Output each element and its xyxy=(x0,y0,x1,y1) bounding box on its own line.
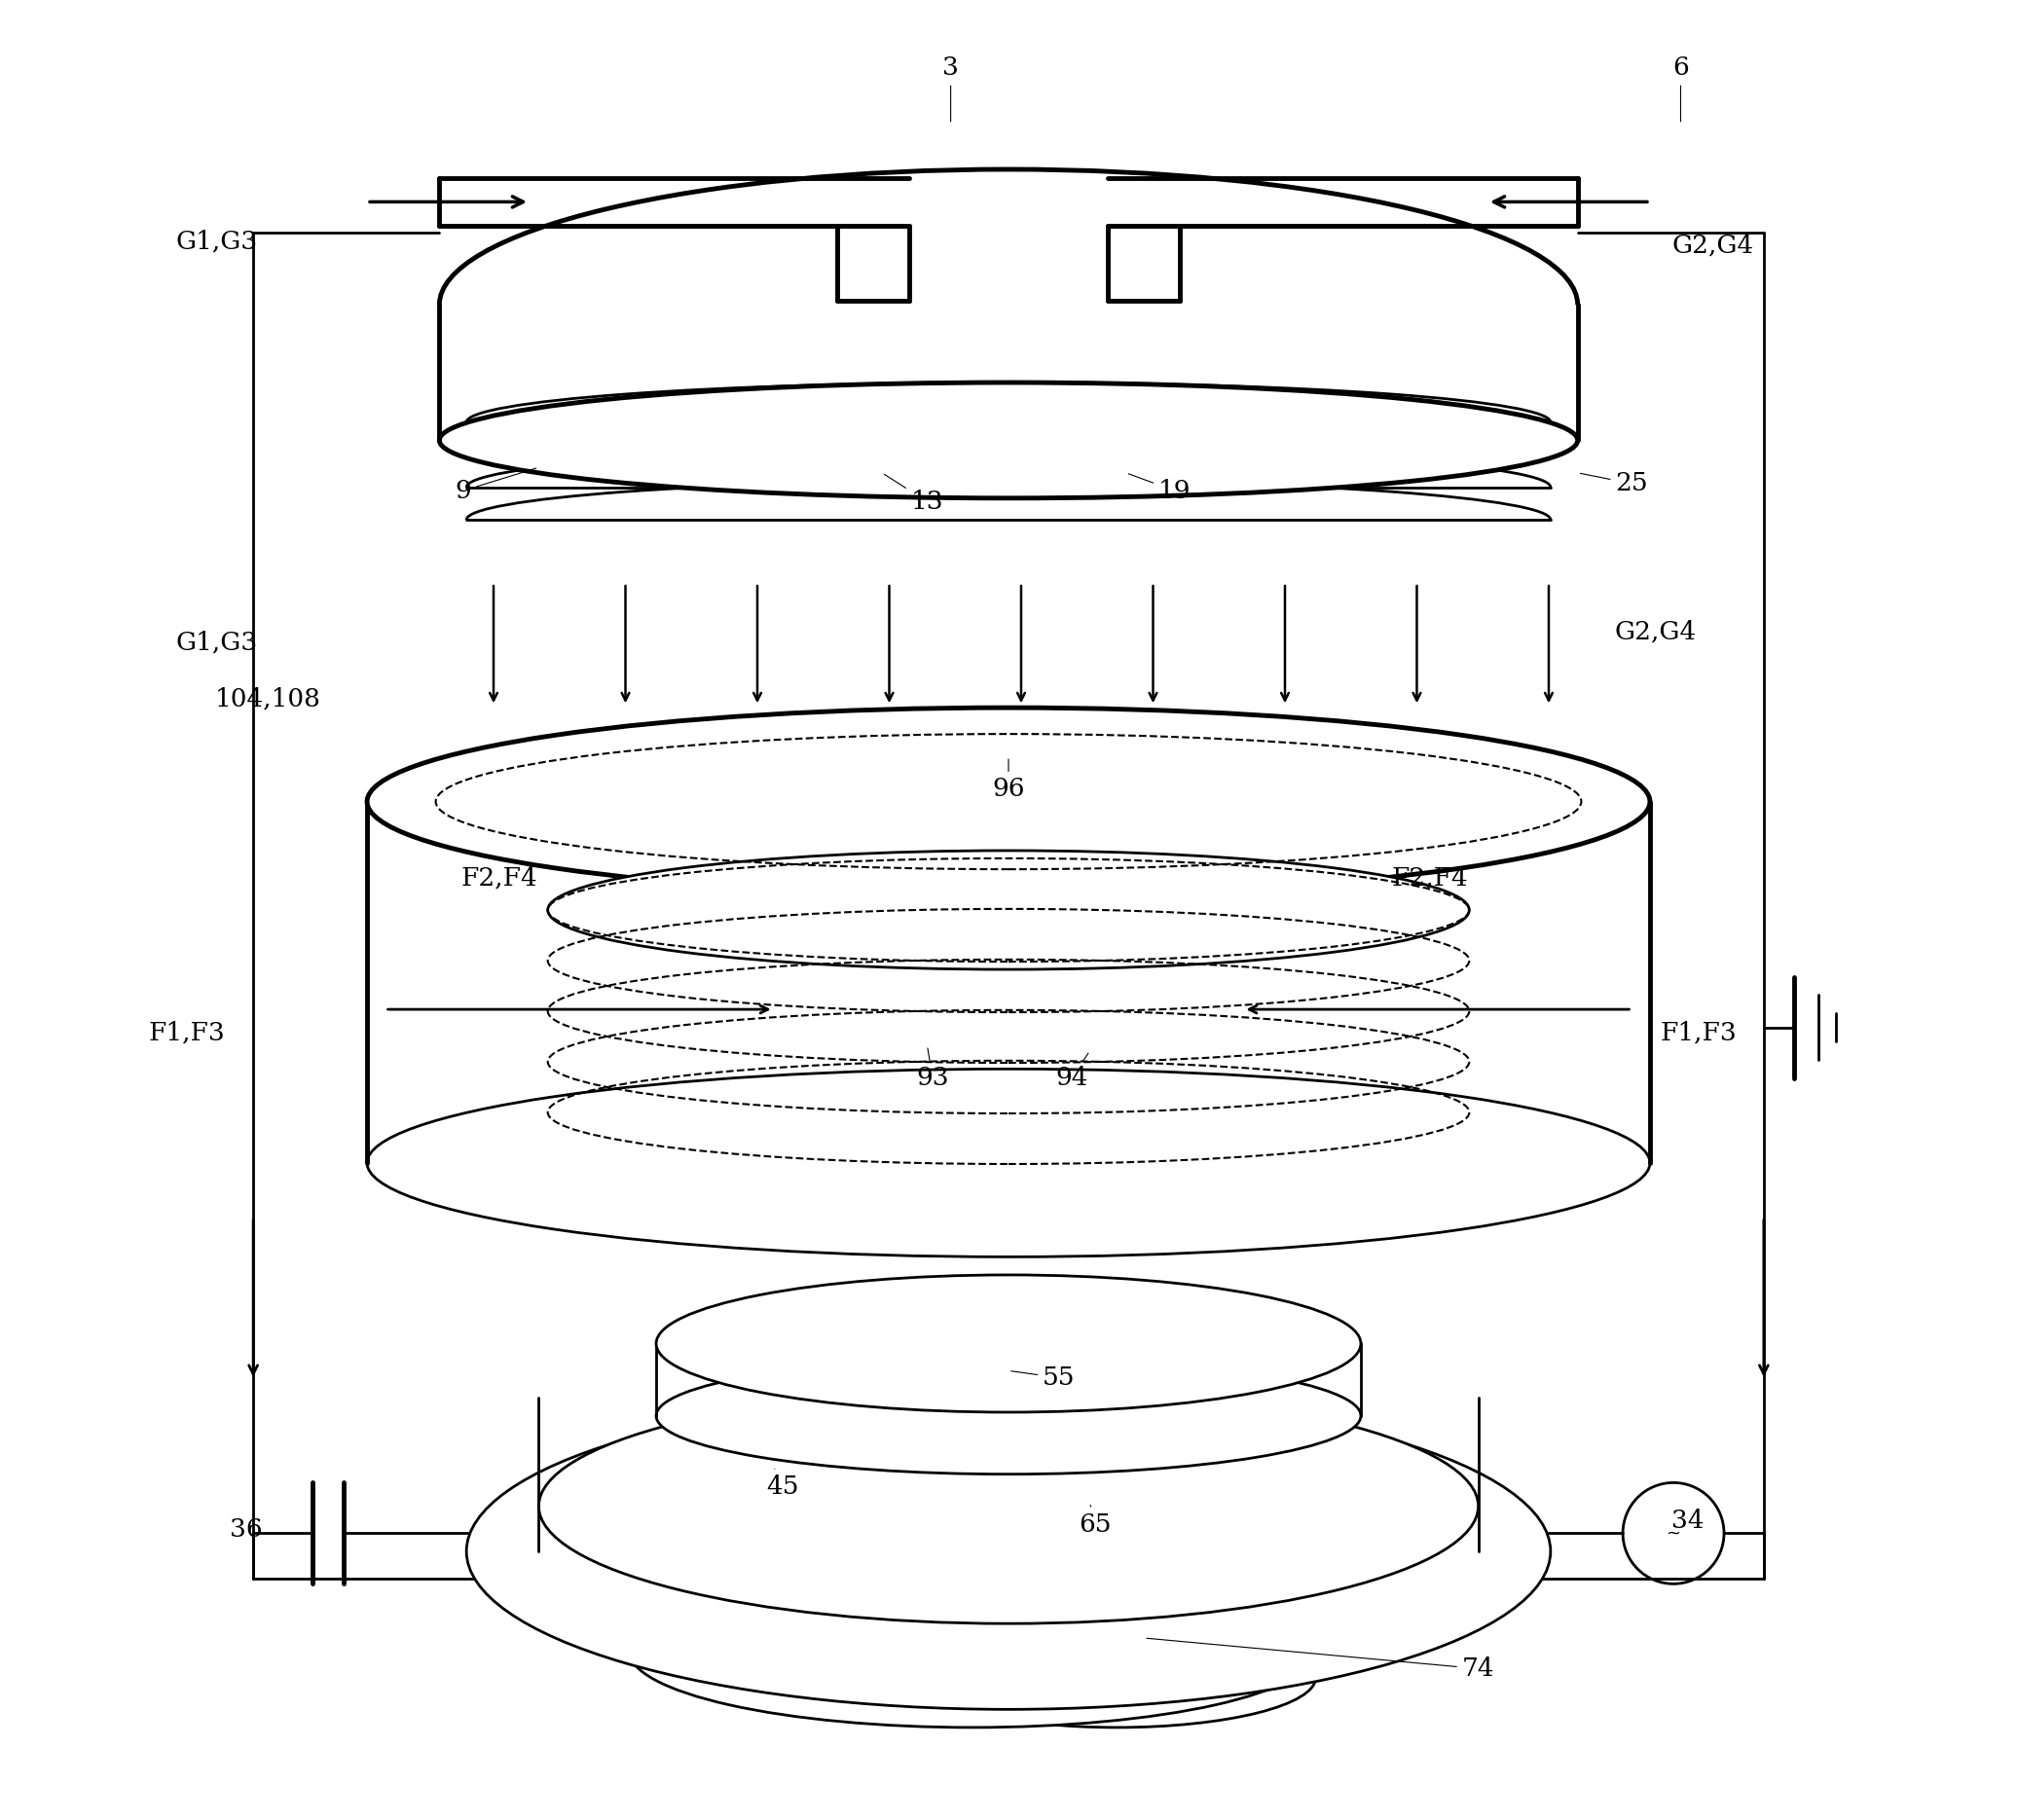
Text: 6: 6 xyxy=(1672,56,1688,122)
Text: 34: 34 xyxy=(1672,1509,1704,1532)
Text: 93: 93 xyxy=(916,1048,948,1090)
Text: F2,F4: F2,F4 xyxy=(460,864,537,890)
Ellipse shape xyxy=(656,1358,1361,1474)
Ellipse shape xyxy=(367,708,1650,895)
Text: F1,F3: F1,F3 xyxy=(147,1021,224,1045)
Text: F1,F3: F1,F3 xyxy=(1660,1021,1737,1045)
Ellipse shape xyxy=(918,1629,1315,1727)
Text: 3: 3 xyxy=(942,56,958,122)
Text: G1,G3: G1,G3 xyxy=(175,229,258,253)
Text: 104,108: 104,108 xyxy=(214,686,321,712)
Text: 74: 74 xyxy=(1148,1638,1495,1682)
Ellipse shape xyxy=(367,1068,1650,1258)
Text: 25: 25 xyxy=(1579,471,1648,495)
Text: 96: 96 xyxy=(992,759,1025,801)
Ellipse shape xyxy=(549,850,1468,970)
Text: ~: ~ xyxy=(1666,1525,1680,1542)
Text: 45: 45 xyxy=(766,1469,799,1498)
Text: 9: 9 xyxy=(454,468,537,502)
Text: 94: 94 xyxy=(1055,1054,1089,1090)
Text: F2,F4: F2,F4 xyxy=(1392,864,1468,890)
Ellipse shape xyxy=(539,1389,1478,1623)
Ellipse shape xyxy=(656,1274,1361,1412)
Ellipse shape xyxy=(466,1394,1551,1709)
Text: 13: 13 xyxy=(883,475,944,513)
Text: 55: 55 xyxy=(1011,1365,1075,1390)
Text: 36: 36 xyxy=(230,1518,262,1542)
Text: G1,G3: G1,G3 xyxy=(175,630,258,655)
Ellipse shape xyxy=(629,1574,1315,1727)
Text: G2,G4: G2,G4 xyxy=(1614,619,1696,644)
Text: 19: 19 xyxy=(1128,473,1190,502)
Ellipse shape xyxy=(440,382,1577,499)
Text: G2,G4: G2,G4 xyxy=(1672,233,1755,257)
Text: 65: 65 xyxy=(1079,1505,1111,1536)
